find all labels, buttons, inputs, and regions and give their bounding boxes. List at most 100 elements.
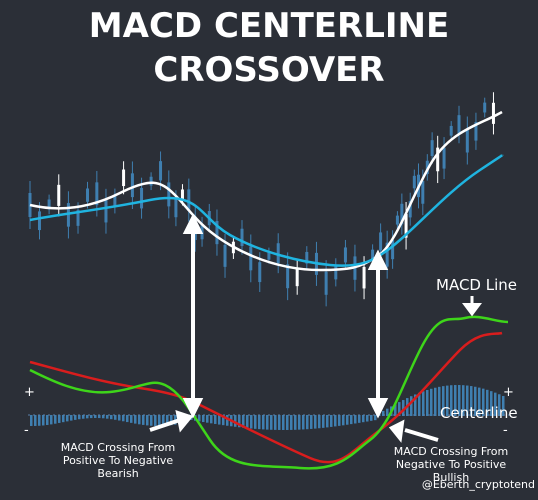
histogram-bar: [54, 415, 57, 424]
histogram-bar: [354, 415, 357, 424]
histogram-bar: [478, 387, 481, 416]
average-line: [29, 154, 504, 267]
candle-body: [474, 122, 478, 141]
candle-body: [174, 199, 178, 218]
candle-body: [86, 188, 90, 202]
watermark: @Eberth_cryptotend: [421, 478, 535, 491]
histogram-bar: [154, 415, 157, 426]
candle-body: [267, 251, 271, 260]
histogram-bar: [442, 386, 445, 416]
histogram-bar: [42, 415, 45, 426]
histogram-bar: [94, 415, 97, 419]
candle-body: [400, 203, 404, 225]
histogram-bar: [34, 415, 37, 426]
histogram-bar: [126, 415, 129, 423]
histogram-bar: [298, 415, 301, 430]
candle-body: [187, 189, 191, 211]
bullish-label: MACD Crossing From Negative To Positive …: [393, 445, 509, 484]
histogram-bar: [482, 388, 485, 416]
histogram-bar: [278, 415, 281, 430]
histogram-bar: [334, 415, 337, 427]
histogram-bar: [310, 415, 313, 429]
histogram-bar: [262, 415, 265, 430]
histogram-bar: [314, 415, 317, 429]
histogram-bar: [350, 415, 353, 425]
histogram-bar: [438, 386, 441, 416]
candle-body: [95, 182, 99, 206]
histogram-bar: [330, 415, 333, 427]
candle-body: [249, 246, 253, 271]
histogram-bar: [90, 415, 93, 419]
candle-body: [180, 189, 184, 201]
histogram-bar: [434, 387, 437, 416]
histogram-bar: [130, 415, 133, 423]
candle-body: [104, 200, 108, 223]
candle-body: [391, 239, 395, 260]
histogram-bar: [366, 415, 369, 422]
histogram-bar: [114, 415, 117, 420]
arrows: [149, 213, 482, 443]
histogram-bar: [82, 415, 85, 419]
candle-body: [276, 243, 280, 264]
candle-body: [57, 184, 61, 206]
histogram-bar: [450, 385, 453, 416]
histogram-bar: [422, 391, 425, 416]
histogram-bar: [222, 415, 225, 426]
candle-body: [371, 249, 375, 261]
histogram-bar: [110, 415, 113, 420]
histogram-bar: [362, 415, 365, 423]
histogram-bar: [242, 415, 245, 428]
candle-body: [436, 147, 440, 172]
histogram-bar: [38, 415, 41, 426]
histogram-bar: [446, 385, 449, 416]
minus-left: -: [24, 423, 29, 438]
histogram-bar: [258, 415, 261, 430]
candle-body: [130, 173, 134, 198]
histogram-bar: [74, 415, 77, 420]
histogram-bar: [502, 395, 505, 416]
candles: [28, 92, 495, 307]
histogram-bar: [430, 388, 433, 416]
histogram-bar: [382, 410, 385, 416]
histogram-bar: [142, 415, 145, 425]
candle-body: [240, 228, 244, 247]
histogram-bar: [402, 400, 405, 416]
histogram-bar: [62, 415, 65, 423]
plus-left: +: [24, 385, 35, 400]
candle-body: [491, 102, 495, 124]
histogram-bar: [394, 404, 397, 416]
histogram-bar: [414, 394, 417, 416]
candle-body: [421, 180, 425, 204]
candle-body: [449, 125, 453, 136]
histogram-bar: [150, 415, 153, 426]
histogram-bar: [118, 415, 121, 421]
candle-body: [408, 200, 412, 218]
histogram-bar: [102, 415, 105, 419]
candle-body: [442, 147, 446, 169]
histogram-bar: [210, 415, 213, 424]
histogram-bar: [374, 415, 377, 421]
histogram-bar: [490, 391, 493, 416]
histogram-bar: [206, 415, 209, 423]
candle-body: [122, 169, 126, 187]
histogram-bar: [370, 415, 373, 421]
candle-body: [483, 102, 487, 113]
histogram-bar: [66, 415, 69, 422]
histogram-bar: [410, 396, 413, 416]
histogram-bar: [246, 415, 249, 429]
histogram-bar: [238, 415, 241, 428]
candle-body: [295, 268, 299, 287]
candle-body: [334, 265, 338, 280]
histogram-bar: [470, 386, 473, 416]
candle-body: [47, 199, 51, 210]
histogram-bar: [106, 415, 109, 419]
histogram-bar: [30, 415, 33, 426]
candle-body: [159, 161, 163, 181]
candle-body: [215, 221, 219, 245]
candle-body: [149, 176, 153, 186]
plus-right: +: [503, 385, 514, 400]
histogram-bar: [494, 392, 497, 416]
histogram-bar: [266, 415, 269, 430]
